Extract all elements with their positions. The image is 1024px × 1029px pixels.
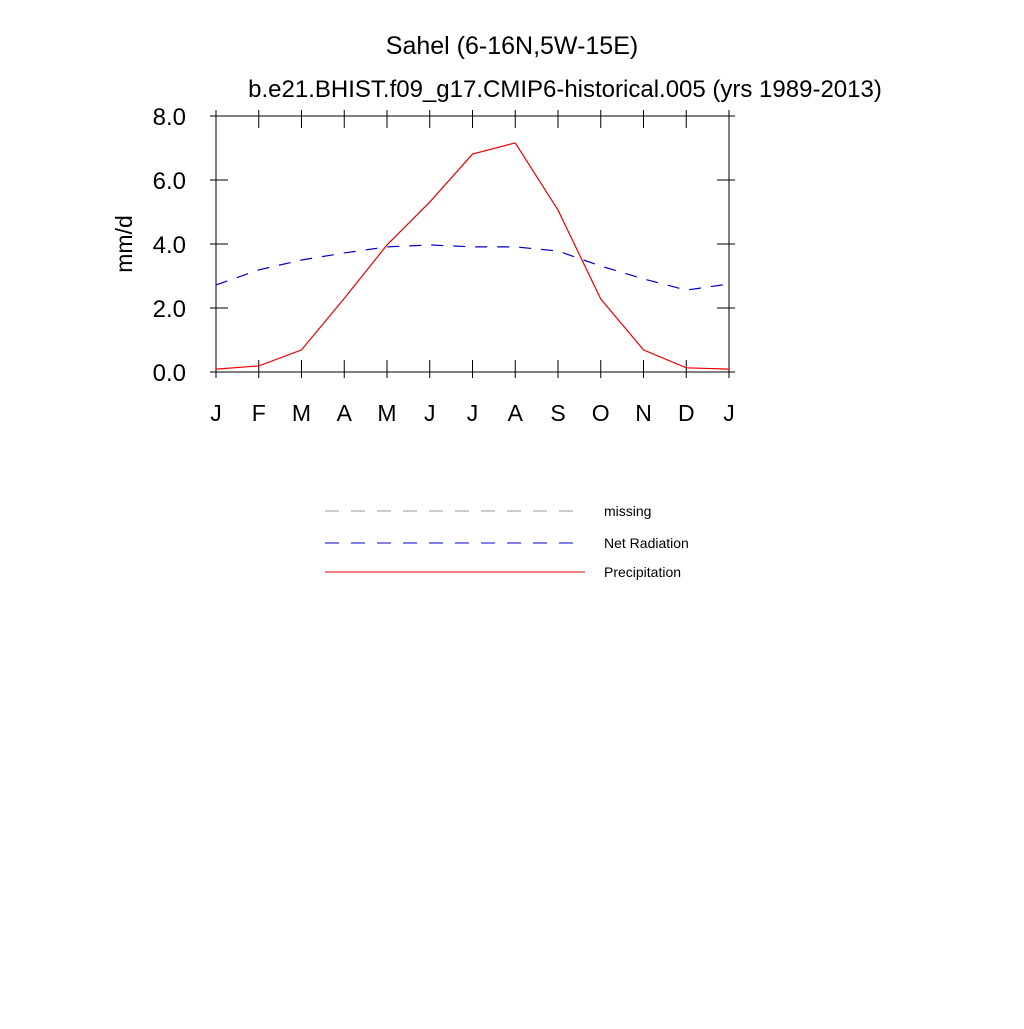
x-tick-label: S	[550, 400, 565, 426]
data-line	[215, 142, 730, 370]
x-tick-label: A	[508, 400, 524, 426]
chart-title: Sahel (6-16N,5W-15E)	[386, 32, 638, 60]
legend-label: Precipitation	[604, 564, 681, 580]
x-tick-label: J	[210, 400, 222, 426]
data-line	[215, 244, 730, 291]
chart-subtitle: b.e21.BHIST.f09_g17.CMIP6-historical.005…	[248, 76, 882, 103]
x-tick-label: O	[592, 400, 610, 426]
x-tick-label: A	[337, 400, 353, 426]
y-axis-label: mm/d	[111, 215, 137, 273]
x-tick-label: J	[424, 400, 436, 426]
y-tick-label: 2.0	[153, 296, 186, 323]
y-tick-label: 4.0	[153, 232, 186, 259]
x-tick-label: M	[292, 400, 311, 426]
x-tick-label: F	[252, 400, 266, 426]
y-tick-label: 6.0	[153, 168, 186, 195]
legend-label: Net Radiation	[604, 535, 689, 551]
x-tick-label: M	[377, 400, 396, 426]
x-tick-label: N	[635, 400, 652, 426]
y-tick-label: 0.0	[153, 360, 186, 387]
x-tick-label: J	[467, 400, 479, 426]
legend-label: missing	[604, 503, 651, 519]
x-tick-label: J	[723, 400, 735, 426]
y-tick-label: 8.0	[153, 104, 186, 131]
x-tick-label: D	[678, 400, 695, 426]
